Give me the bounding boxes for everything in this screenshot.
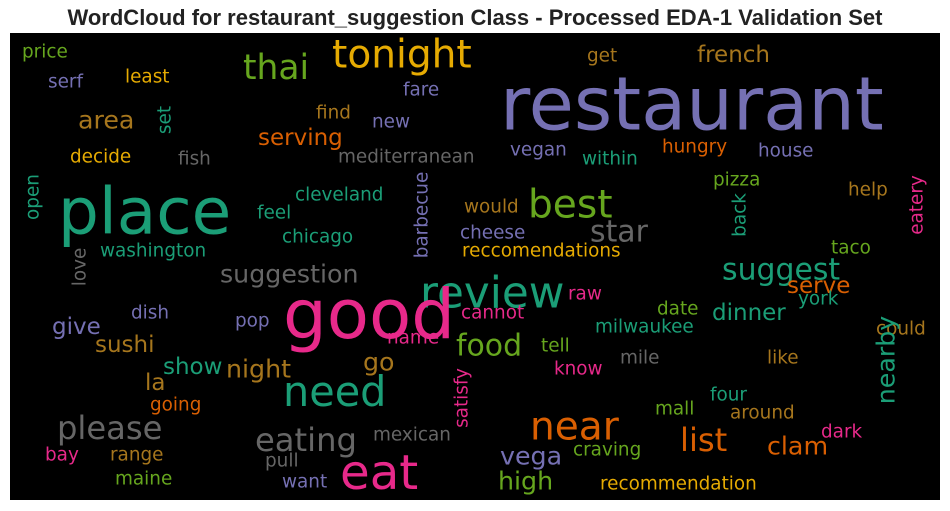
word: name [387, 328, 439, 349]
word: set [155, 106, 176, 134]
word: open [23, 174, 44, 220]
word: night [226, 355, 291, 384]
word: find [316, 103, 351, 124]
word: list [680, 421, 727, 459]
word: serf [48, 72, 83, 93]
word: high [498, 467, 553, 496]
word: suggest [722, 253, 840, 288]
chart-title: WordCloud for restaurant_suggestion Clas… [68, 5, 884, 30]
word: pull [265, 451, 299, 472]
word: near [530, 405, 620, 450]
word: raw [568, 284, 602, 305]
word: dark [821, 422, 863, 443]
word: tell [541, 336, 570, 357]
word: food [456, 329, 522, 364]
word: cheese [460, 223, 525, 244]
word: decide [70, 147, 131, 168]
word: help [848, 180, 888, 201]
word: fare [403, 80, 439, 101]
word: pop [235, 311, 270, 332]
word: recommendation [600, 474, 757, 495]
word: thai [243, 48, 309, 88]
word: sushi [95, 332, 155, 358]
word: best [528, 183, 613, 228]
word: get [587, 46, 617, 67]
word: bay [45, 445, 79, 466]
word: could [876, 319, 926, 340]
word: serving [258, 125, 343, 151]
word: mall [655, 399, 694, 420]
word: go [363, 348, 395, 377]
word: suggestion [220, 260, 359, 289]
word: hungry [662, 137, 727, 158]
word: la [145, 370, 165, 396]
word: please [57, 409, 162, 447]
word: star [590, 215, 649, 250]
word: date [657, 299, 698, 320]
word: fish [178, 149, 211, 170]
word: love [70, 248, 91, 287]
word: feel [257, 203, 291, 224]
word: dinner [712, 300, 786, 326]
word: four [710, 385, 747, 406]
word: area [78, 106, 134, 135]
word: review [420, 268, 564, 319]
word: range [110, 445, 163, 466]
word: eat [340, 445, 418, 501]
word: serve [787, 273, 850, 299]
word: eatery [907, 175, 928, 235]
word: cleveland [295, 185, 383, 206]
word: within [582, 149, 638, 170]
word: york [798, 289, 839, 310]
word: milwaukee [595, 317, 694, 338]
word: restaurant [500, 63, 884, 148]
word: washington [100, 241, 206, 262]
word: mexican [373, 425, 451, 446]
word: reccomendations [462, 241, 621, 262]
word: eating [255, 421, 357, 459]
word: nearby [872, 316, 901, 405]
word: chicago [282, 227, 353, 248]
word: good [283, 275, 455, 355]
word: would [464, 197, 519, 218]
word: give [52, 314, 101, 340]
cloud-background [10, 33, 940, 500]
word: price [22, 42, 68, 63]
word: new [372, 112, 410, 133]
word: tonight [332, 33, 472, 78]
word: going [150, 395, 201, 416]
word: craving [573, 440, 641, 461]
word: maine [115, 469, 172, 490]
word: barbecue [412, 172, 433, 259]
word: clam [767, 432, 828, 461]
word: cannot [461, 303, 524, 324]
word: back [730, 193, 751, 237]
word: vegan [510, 140, 567, 161]
word: mediterranean [338, 147, 475, 168]
word: dish [131, 303, 169, 324]
word: know [554, 359, 603, 380]
word: french [697, 42, 770, 68]
word: mile [620, 348, 659, 369]
word: pizza [713, 170, 760, 191]
word: vega [500, 442, 562, 471]
word: want [282, 472, 327, 493]
word: need [283, 368, 386, 416]
word: place [58, 175, 231, 250]
word: like [767, 348, 799, 369]
word: show [163, 354, 222, 380]
word: around [730, 403, 795, 424]
word: house [758, 141, 813, 162]
word: satisfy [452, 368, 473, 428]
word: taco [831, 238, 871, 259]
word: least [125, 67, 170, 88]
